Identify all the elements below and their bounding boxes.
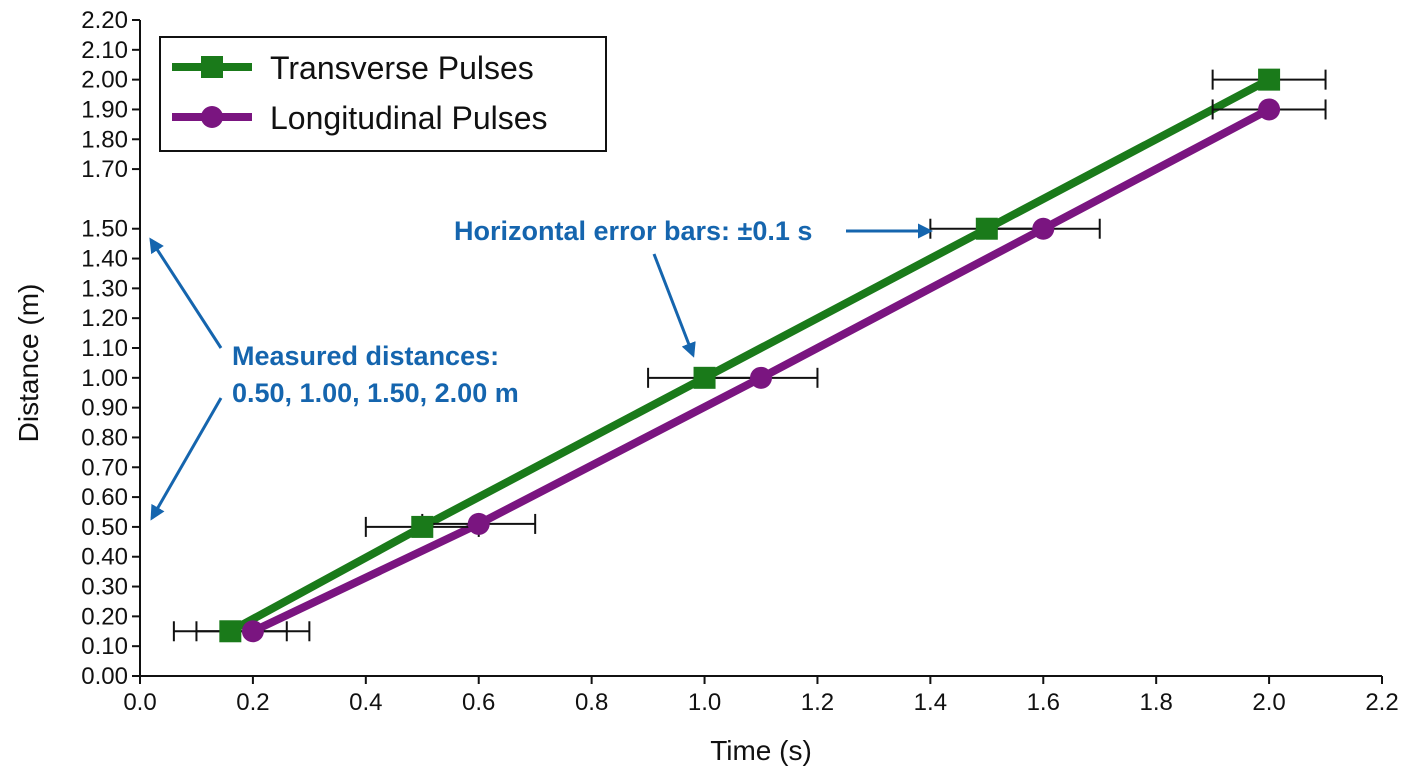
y-tick-label: 1.10 bbox=[81, 335, 128, 362]
series-layer bbox=[172, 68, 1327, 643]
x-tick-label: 1.2 bbox=[801, 689, 834, 716]
legend-label-longitudinal: Longitudinal Pulses bbox=[270, 100, 548, 136]
data-point-transverse bbox=[219, 620, 242, 643]
data-point-longitudinal bbox=[1258, 98, 1281, 121]
legend-box bbox=[159, 36, 607, 152]
legend-square-marker bbox=[201, 56, 223, 78]
x-tick-label: 0.4 bbox=[349, 689, 382, 716]
y-tick-label: 1.20 bbox=[81, 305, 128, 332]
data-point-longitudinal bbox=[1032, 217, 1055, 240]
y-tick-label: 1.90 bbox=[81, 96, 128, 123]
annotation-arrow-up bbox=[149, 237, 223, 349]
y-tick-label: 0.50 bbox=[81, 514, 128, 541]
annotation-measured-line-1: Measured distances: bbox=[232, 341, 499, 371]
x-tick-label: 2.0 bbox=[1252, 689, 1285, 716]
y-tick-label: 1.00 bbox=[81, 365, 128, 392]
x-tick-label: 1.6 bbox=[1027, 689, 1060, 716]
annotation-arrow-diagonal bbox=[652, 253, 696, 358]
data-point-longitudinal bbox=[467, 512, 490, 535]
y-tick-label: 1.30 bbox=[81, 275, 128, 302]
data-point-longitudinal bbox=[750, 366, 772, 389]
x-tick-label: 0.0 bbox=[123, 689, 156, 716]
y-tick-label: 2.10 bbox=[81, 37, 128, 64]
annotation-arrow-down bbox=[150, 397, 223, 521]
data-point-transverse bbox=[693, 366, 716, 389]
x-ticks: 0.0 0.2 0.4 0.6 0.8 1.0 1.2 1.4 1.6 1.8 2.0 2.2 bbox=[123, 676, 1399, 716]
x-tick-label: 1.0 bbox=[688, 689, 721, 716]
x-tick-label: 0.2 bbox=[236, 689, 269, 716]
y-tick-label: 0.10 bbox=[81, 633, 128, 660]
x-axis-title: Time (s) bbox=[710, 735, 812, 766]
y-tick-label: 1.40 bbox=[81, 246, 128, 273]
y-tick-label: 2.00 bbox=[81, 67, 128, 94]
y-tick-label: 0.60 bbox=[81, 484, 128, 511]
annotation-errorbars: Horizontal error bars: ±0.1 s bbox=[454, 216, 812, 246]
x-tick-label: 1.4 bbox=[914, 689, 947, 716]
annotations: Measured distances: 0.50, 1.00, 1.50, 2.… bbox=[149, 216, 933, 521]
series-markers bbox=[219, 68, 1281, 643]
legend: Transverse Pulses Longitudinal Pulses bbox=[159, 36, 607, 152]
y-tick-label: 1.50 bbox=[81, 216, 128, 243]
annotation-measured-line-2: 0.50, 1.00, 1.50, 2.00 m bbox=[232, 378, 519, 408]
data-point-longitudinal bbox=[241, 620, 264, 643]
y-tick-label: 0.40 bbox=[81, 544, 128, 571]
y-tick-label: 0.90 bbox=[81, 395, 128, 422]
x-tick-label: 0.8 bbox=[575, 689, 608, 716]
x-tick-label: 0.6 bbox=[462, 689, 495, 716]
y-tick-label: 1.80 bbox=[81, 126, 128, 153]
data-point-transverse bbox=[975, 217, 998, 240]
y-ticks: 0.00 0.10 0.200.30 0.40 0.50 0.60 0.70 0.800.90… bbox=[81, 7, 140, 690]
data-point-transverse bbox=[411, 515, 434, 538]
y-tick-label: 0.00 bbox=[81, 663, 128, 690]
x-tick-label: 1.8 bbox=[1139, 689, 1172, 716]
legend-label-transverse: Transverse Pulses bbox=[270, 50, 534, 86]
x-tick-label: 2.2 bbox=[1365, 689, 1398, 716]
legend-circle-marker bbox=[201, 106, 223, 128]
data-point-transverse bbox=[1258, 68, 1281, 91]
y-tick-label: 1.70 bbox=[81, 156, 128, 183]
y-tick-label: 0.30 bbox=[81, 574, 128, 601]
y-tick-label: 2.20 bbox=[81, 7, 128, 34]
y-tick-label: 0.70 bbox=[81, 454, 128, 481]
y-tick-label: 0.80 bbox=[81, 424, 128, 451]
y-axis-title: Distance (m) bbox=[13, 284, 44, 443]
y-tick-label: 0.20 bbox=[81, 603, 128, 630]
